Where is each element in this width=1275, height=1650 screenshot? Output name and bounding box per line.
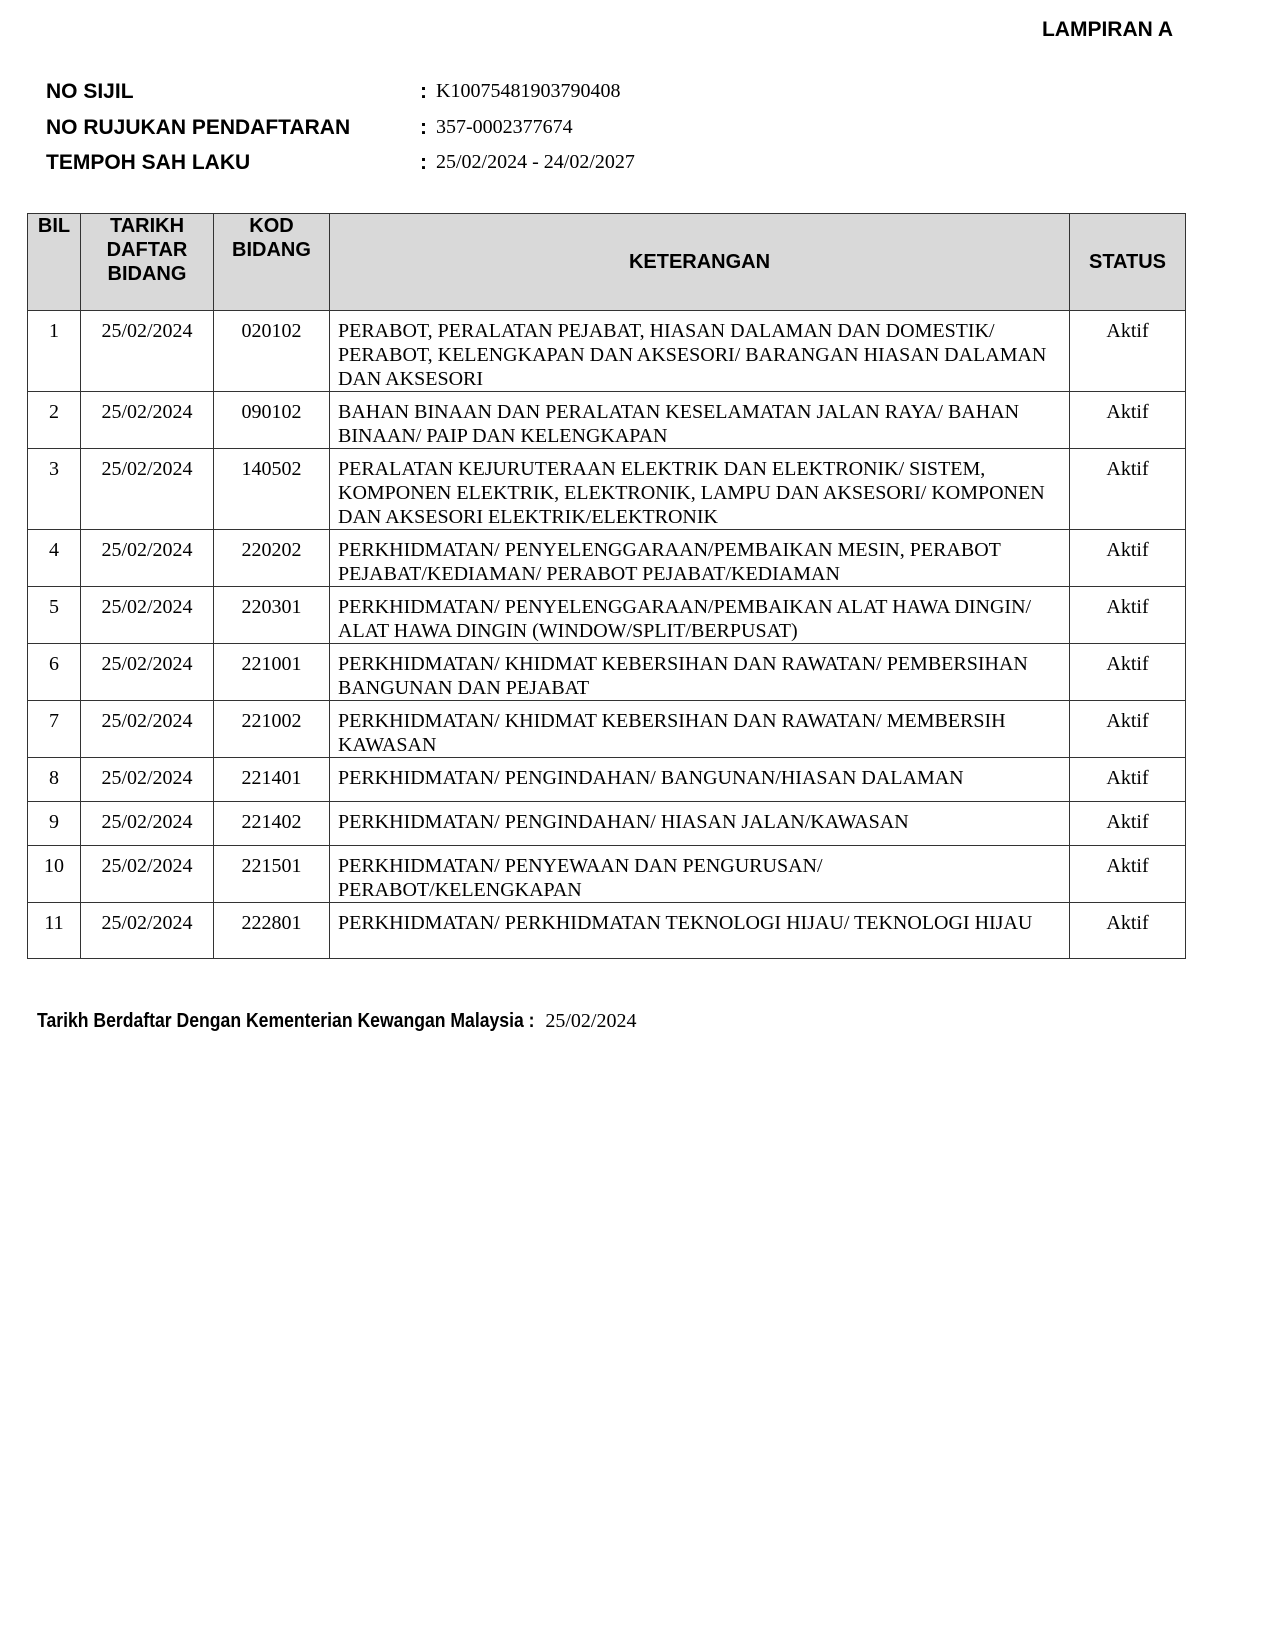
field-registration-table: BIL TARIKH DAFTAR BIDANG KOD BIDANG KETE… (27, 213, 1186, 959)
cell-bil: 3 (27, 448, 81, 530)
cell-kod: 221402 (213, 801, 330, 846)
table-row: 1 25/02/2024 020102 PERABOT, PERALATAN PEJA… (27, 310, 1186, 392)
cell-keterangan: PERALATAN KEJURUTERAAN ELEKTRIK DAN ELEK… (329, 448, 1070, 530)
cell-bil: 10 (27, 845, 81, 903)
table-row: 8 25/02/2024 221401 PERKHIDMATAN/ PENGINDAH… (27, 757, 1186, 802)
cell-bil: 9 (27, 801, 81, 846)
cell-tarikh: 25/02/2024 (80, 310, 214, 392)
header-keterangan: KETERANGAN (329, 213, 1070, 311)
cell-tarikh: 25/02/2024 (80, 643, 214, 701)
cell-bil: 1 (27, 310, 81, 392)
cell-tarikh: 25/02/2024 (80, 448, 214, 530)
table-row: 6 25/02/2024 221001 PERKHIDMATAN/ KHIDMAT K… (27, 643, 1186, 701)
cell-bil: 2 (27, 391, 81, 449)
table-header-row: BIL TARIKH DAFTAR BIDANG KOD BIDANG KETE… (27, 213, 1186, 311)
cell-kod: 221501 (213, 845, 330, 903)
cell-kod: 220301 (213, 586, 330, 644)
table-row: 4 25/02/2024 220202 PERKHIDMATAN/ PENYELENG… (27, 529, 1186, 587)
meta-colon: : (420, 80, 427, 103)
meta-label: NO RUJUKAN PENDAFTARAN (46, 116, 351, 139)
cell-kod: 020102 (213, 310, 330, 392)
cell-keterangan: PERKHIDMATAN/ PENYELENGGARAAN/PEMBAIKAN … (329, 529, 1070, 587)
header-bil: BIL (27, 213, 81, 311)
attachment-label: LAMPIRAN A (1041, 18, 1173, 41)
cell-tarikh: 25/02/2024 (80, 902, 214, 959)
cell-status: Aktif (1069, 757, 1186, 802)
meta-value: 25/02/2024 - 24/02/2027 (436, 151, 635, 173)
cell-bil: 4 (27, 529, 81, 587)
cell-status: Aktif (1069, 801, 1186, 846)
cell-bil: 8 (27, 757, 81, 802)
cell-keterangan: PERKHIDMATAN/ PENGINDAHAN/ BANGUNAN/HIAS… (329, 757, 1070, 802)
table-row: 5 25/02/2024 220301 PERKHIDMATAN/ PENYELENG… (27, 586, 1186, 644)
header-kod: KOD BIDANG (213, 213, 330, 311)
cell-keterangan: PERKHIDMATAN/ PENGINDAHAN/ HIASAN JALAN/… (329, 801, 1070, 846)
cell-kod: 221002 (213, 700, 330, 758)
meta-value: 357-0002377674 (436, 116, 573, 138)
cell-tarikh: 25/02/2024 (80, 586, 214, 644)
cell-kod: 221001 (213, 643, 330, 701)
cell-keterangan: PERKHIDMATAN/ KHIDMAT KEBERSIHAN DAN RAW… (329, 700, 1070, 758)
cell-keterangan: PERKHIDMATAN/ PENYELENGGARAAN/PEMBAIKAN … (329, 586, 1070, 644)
cell-bil: 11 (27, 902, 81, 959)
cell-status: Aktif (1069, 700, 1186, 758)
table-row: 3 25/02/2024 140502 PERALATAN KEJURUTERAAN … (27, 448, 1186, 530)
meta-label: TEMPOH SAH LAKU (46, 151, 251, 174)
cell-tarikh: 25/02/2024 (80, 700, 214, 758)
cell-tarikh: 25/02/2024 (80, 757, 214, 802)
meta-value: K10075481903790408 (436, 80, 621, 102)
cell-bil: 6 (27, 643, 81, 701)
cell-keterangan: BAHAN BINAAN DAN PERALATAN KESELAMATAN J… (329, 391, 1070, 449)
cell-status: Aktif (1069, 902, 1186, 959)
cell-keterangan: PERKHIDMATAN/ KHIDMAT KEBERSIHAN DAN RAW… (329, 643, 1070, 701)
cell-status: Aktif (1069, 845, 1186, 903)
cell-keterangan: PERABOT, PERALATAN PEJABAT, HIASAN DALAM… (329, 310, 1070, 392)
registration-date-footer: Tarikh Berdaftar Dengan Kementerian Kewa… (37, 1010, 636, 1033)
cell-keterangan: PERKHIDMATAN/ PERKHIDMATAN TEKNOLOGI HIJ… (329, 902, 1070, 959)
cell-kod: 222801 (213, 902, 330, 959)
header-status: STATUS (1069, 213, 1186, 311)
cell-bil: 5 (27, 586, 81, 644)
cell-status: Aktif (1069, 529, 1186, 587)
footer-value: 25/02/2024 (545, 1010, 637, 1032)
cell-keterangan: PERKHIDMATAN/ PENYEWAAN DAN PENGURUSAN/ … (329, 845, 1070, 903)
footer-label: Tarikh Berdaftar Dengan Kementerian Kewa… (37, 1010, 535, 1032)
cell-status: Aktif (1069, 586, 1186, 644)
table-row: 2 25/02/2024 090102 BAHAN BINAAN DAN PERALA… (27, 391, 1186, 449)
cell-kod: 220202 (213, 529, 330, 587)
cell-status: Aktif (1069, 391, 1186, 449)
cell-status: Aktif (1069, 643, 1186, 701)
cell-status: Aktif (1069, 448, 1186, 530)
meta-colon: : (420, 151, 427, 174)
cell-tarikh: 25/02/2024 (80, 391, 214, 449)
cell-status: Aktif (1069, 310, 1186, 392)
cell-tarikh: 25/02/2024 (80, 801, 214, 846)
cell-tarikh: 25/02/2024 (80, 845, 214, 903)
meta-colon: : (420, 116, 427, 139)
cell-tarikh: 25/02/2024 (80, 529, 214, 587)
cell-kod: 221401 (213, 757, 330, 802)
cell-kod: 090102 (213, 391, 330, 449)
table-row: 10 25/02/2024 221501 PERKHIDMATAN/ PENYEWAA… (27, 845, 1186, 903)
meta-label: NO SIJIL (46, 80, 134, 103)
cell-bil: 7 (27, 700, 81, 758)
header-tarikh: TARIKH DAFTAR BIDANG (80, 213, 214, 311)
cell-kod: 140502 (213, 448, 330, 530)
table-row: 7 25/02/2024 221002 PERKHIDMATAN/ KHIDMAT K… (27, 700, 1186, 758)
table-row: 9 25/02/2024 221402 PERKHIDMATAN/ PENGINDAH… (27, 801, 1186, 846)
table-row: 11 25/02/2024 222801 PERKHIDMATAN/ PERKHIDM… (27, 902, 1186, 959)
